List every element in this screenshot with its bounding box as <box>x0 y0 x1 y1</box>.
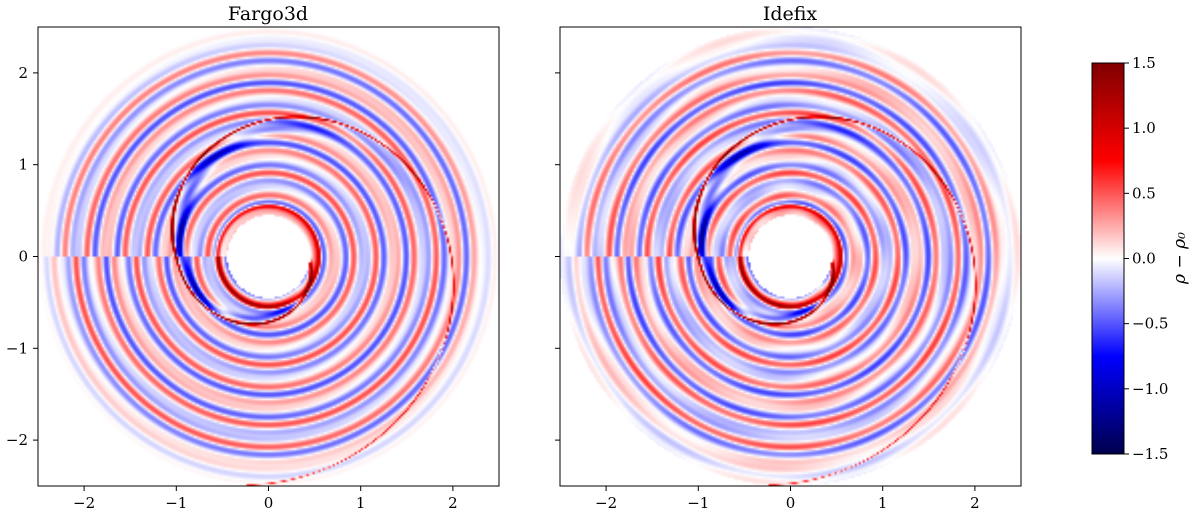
colorbar-label: ρ − ρ₀ <box>1170 232 1190 285</box>
colorbar-tick-label: 0.5 <box>1132 184 1156 202</box>
colorbar-tick-label: −1.0 <box>1132 380 1168 398</box>
x-axis: −2 −1 0 1 2 <box>595 486 980 512</box>
x-tick-label: −1 <box>165 494 187 512</box>
panel-fargo3d: Fargo3d −2 −1 0 1 2 −2 −1 0 1 2 <box>6 3 500 512</box>
x-tick-label: 0 <box>786 494 796 512</box>
x-tick-label: 2 <box>448 494 458 512</box>
y-tick-label: −2 <box>6 431 28 449</box>
y-axis: −2 −1 0 1 2 <box>6 64 38 449</box>
y-tick-label: 1 <box>18 156 28 174</box>
colorbar-gradient <box>1091 62 1125 455</box>
y-tick-label: 2 <box>18 64 28 82</box>
x-tick-label: 2 <box>970 494 980 512</box>
density-heatmap <box>560 27 1021 486</box>
panel-idefix: Idefix −2 −1 0 1 2 <box>555 3 1022 512</box>
x-tick-label: 1 <box>878 494 888 512</box>
colorbar-tick-label: 1.5 <box>1132 54 1156 72</box>
colorbar-ticks: 1.5 1.0 0.5 0.0 −0.5 −1.0 −1.5 <box>1124 54 1168 463</box>
colorbar-tick-label: −1.5 <box>1132 445 1168 463</box>
density-heatmap <box>38 27 499 486</box>
x-tick-label: −2 <box>595 494 617 512</box>
x-tick-label: −2 <box>73 494 95 512</box>
x-tick-label: 0 <box>264 494 274 512</box>
colorbar-tick-label: 0.0 <box>1132 250 1156 268</box>
y-tick-label: −1 <box>6 339 28 357</box>
colorbar: 1.5 1.0 0.5 0.0 −0.5 −1.0 −1.5 ρ − ρ₀ <box>1091 54 1190 463</box>
panel-title: Idefix <box>763 3 818 25</box>
colorbar-tick-label: 1.0 <box>1132 119 1156 137</box>
x-tick-label: −1 <box>687 494 709 512</box>
x-axis: −2 −1 0 1 2 <box>73 486 458 512</box>
panel-title: Fargo3d <box>228 3 308 25</box>
x-tick-label: 1 <box>356 494 366 512</box>
colorbar-tick-label: −0.5 <box>1132 315 1168 333</box>
y-tick-label: 0 <box>18 248 28 266</box>
y-axis <box>555 72 560 441</box>
